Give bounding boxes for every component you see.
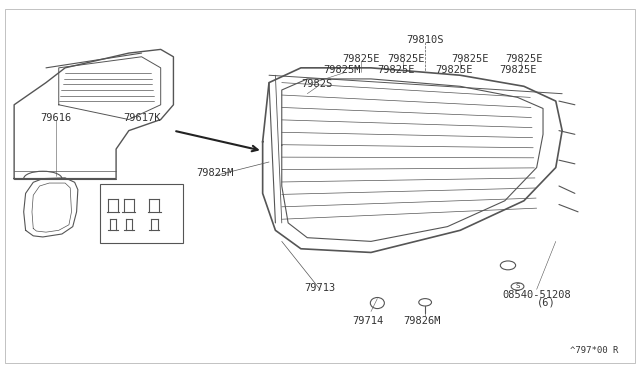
Text: 79617K: 79617K	[123, 113, 161, 123]
Text: 08540-51208: 08540-51208	[502, 290, 571, 300]
Text: 79825M: 79825M	[196, 168, 234, 178]
Text: 79825E: 79825E	[387, 54, 425, 64]
Text: 79810S: 79810S	[406, 35, 444, 45]
Text: 79825E: 79825E	[378, 65, 415, 75]
Text: 79825E: 79825E	[435, 65, 472, 75]
Text: 79825E: 79825E	[451, 54, 488, 64]
Text: 7982S: 7982S	[301, 80, 332, 89]
Bar	[100, 184, 183, 243]
Text: ^797*00 R: ^797*00 R	[570, 346, 618, 355]
Text: 79714: 79714	[352, 316, 383, 326]
Text: 79825E: 79825E	[499, 65, 536, 75]
Text: 79825E: 79825E	[342, 54, 380, 64]
Text: 79826M: 79826M	[403, 316, 441, 326]
Text: S: S	[515, 283, 520, 289]
Text: 79713: 79713	[305, 283, 335, 292]
Text: 79825M: 79825M	[324, 65, 361, 75]
Text: 79616: 79616	[40, 113, 71, 123]
Text: 79825E: 79825E	[505, 54, 543, 64]
Text: (6): (6)	[537, 297, 556, 307]
